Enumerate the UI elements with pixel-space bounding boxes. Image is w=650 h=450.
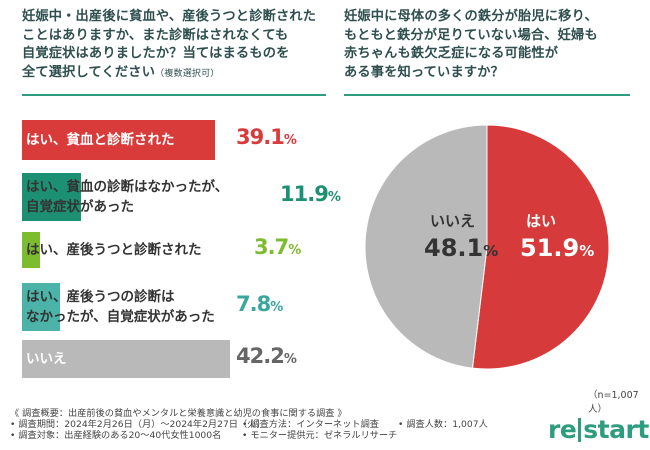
bar-row: はい、貧血と診断された 39.1% [22, 120, 342, 160]
restart-logo: re start [548, 415, 649, 444]
bar-value-label: 3.7% [254, 235, 301, 259]
left-question-line-3: 自覚症状はありましたか？当てはまるものを [22, 46, 290, 61]
bar-value-percent: % [283, 352, 297, 367]
pie-value-percent: % [483, 242, 498, 260]
footer-provider: • モニター提供元：ゼネラルリサーチ [242, 430, 398, 441]
bar-label: はい、産後うつと診断された [22, 232, 202, 268]
bar-value-label: 39.1% [236, 125, 297, 149]
footer-count: • 調査人数：1,007人 [398, 419, 488, 430]
logo-text-left: re [548, 415, 577, 444]
pie-value-percent: % [579, 242, 594, 260]
bar-value-label: 7.8% [236, 292, 283, 316]
right-question-underline [344, 94, 630, 96]
bar-value-number: 7.8 [236, 292, 271, 316]
left-question-line-1: 妊娠中・出産後に貧血や、産後うつと診断された [22, 9, 317, 24]
bar-row: はい、産後うつの診断はなかったが、自覚症状があった 7.8% [22, 283, 342, 331]
bar [22, 120, 215, 160]
footer-period: • 調査期間：2024年2月26日（月）～2024年2月27日（火） [10, 419, 266, 430]
bar-label-line: はい、貧血と診断された [26, 132, 175, 148]
bar-label-line: なかったが、自覚症状があった [26, 309, 215, 325]
right-question-line-2: もともと鉄分が足りていない場合、妊婦も [344, 27, 598, 43]
bar-label: はい、貧血と診断された [22, 120, 175, 160]
pie-slice [471, 124, 610, 370]
left-question: 妊娠中・出産後に貧血や、産後うつと診断された ことはありますか、また診断はされな… [22, 8, 316, 83]
bar-value-number: 11.9 [280, 182, 329, 206]
bar-label-line: 自覚症状があった [26, 199, 134, 215]
bar-value-number: 3.7 [254, 235, 289, 259]
pie-slice-label: はい [526, 212, 556, 230]
left-question-line-2: ことはありますか、また診断はされなくても [22, 27, 289, 43]
right-question-line-4: ある事を知っていますか？ [344, 64, 504, 80]
bar-label-line: いいえ [26, 351, 67, 367]
bar-value-percent: % [270, 300, 283, 315]
pie-value-number: 51.9 [520, 234, 579, 262]
bar-label-line: はい、貧血の診断はなかったが、 [26, 179, 229, 195]
right-question-line-3: 赤ちゃんも鉄欠乏症になる可能性が [344, 46, 559, 61]
right-question: 妊娠中に母体の多くの鉄分が胎児に移り、 もともと鉄分が足りていない場合、妊婦も … [344, 8, 598, 82]
bar-label-line: はい、産後うつの診断は [26, 289, 175, 305]
left-question-underline [22, 94, 326, 96]
sample-size-note: （n=1,007人） [588, 390, 639, 415]
left-question-line-4-text: 全て選択してください [22, 64, 156, 80]
bar [22, 173, 81, 221]
bar-row: はい、貧血の診断はなかったが、 自覚症状があった 11.9% [22, 173, 342, 221]
bar-row: はい、産後うつと診断された 3.7% [22, 232, 342, 268]
bar-chart: はい、貧血と診断された 39.1% はい、貧血の診断はなかったが、 自覚症状があった 1… [0, 0, 342, 400]
pie-slice-value: 51.9% [520, 234, 594, 262]
bar-value-number: 39.1 [236, 125, 285, 149]
bar [22, 340, 230, 378]
bar-value-label: 42.2% [236, 344, 297, 368]
left-question-note: （複数選択可） [155, 68, 220, 79]
pie-slice-label: いいえ [430, 212, 475, 230]
bar-label: はい、貧血の診断はなかったが、 自覚症状があった [22, 177, 228, 217]
bar-value-percent: % [283, 133, 297, 148]
pie-slice [364, 124, 488, 369]
footer-method: • 調査方法：インターネット調査 [242, 419, 379, 430]
bar-value-label: 11.9% [280, 182, 341, 206]
bar-label: いいえ [22, 340, 67, 378]
logo-divider [578, 418, 582, 442]
logo-text-right: start [583, 415, 649, 444]
bar-label-line: はい、産後うつと診断された [26, 242, 202, 258]
left-question-line-4: 全て選択してください（複数選択可） [22, 64, 316, 84]
bar [22, 283, 61, 331]
bar [22, 232, 41, 268]
right-question-line-1: 妊娠中に母体の多くの鉄分が胎児に移り、 [344, 9, 598, 24]
bar-row: いいえ 42.2% [22, 340, 342, 378]
footer-summary: 《 調査概要：出産前後の貧血やメンタルと栄養意識と幼児の食事に関する調査 》 [10, 408, 347, 419]
bar-value-percent: % [288, 243, 301, 258]
footer-target: • 調査対象：出産経験のある20～40代女性1000名 [10, 430, 222, 441]
pie-slice-value: 48.1% [424, 234, 498, 262]
bar-label: はい、産後うつの診断はなかったが、自覚症状があった [22, 287, 215, 327]
bar-value-percent: % [327, 190, 341, 205]
pie-value-number: 48.1 [424, 234, 483, 262]
bar-value-number: 42.2 [236, 344, 285, 368]
